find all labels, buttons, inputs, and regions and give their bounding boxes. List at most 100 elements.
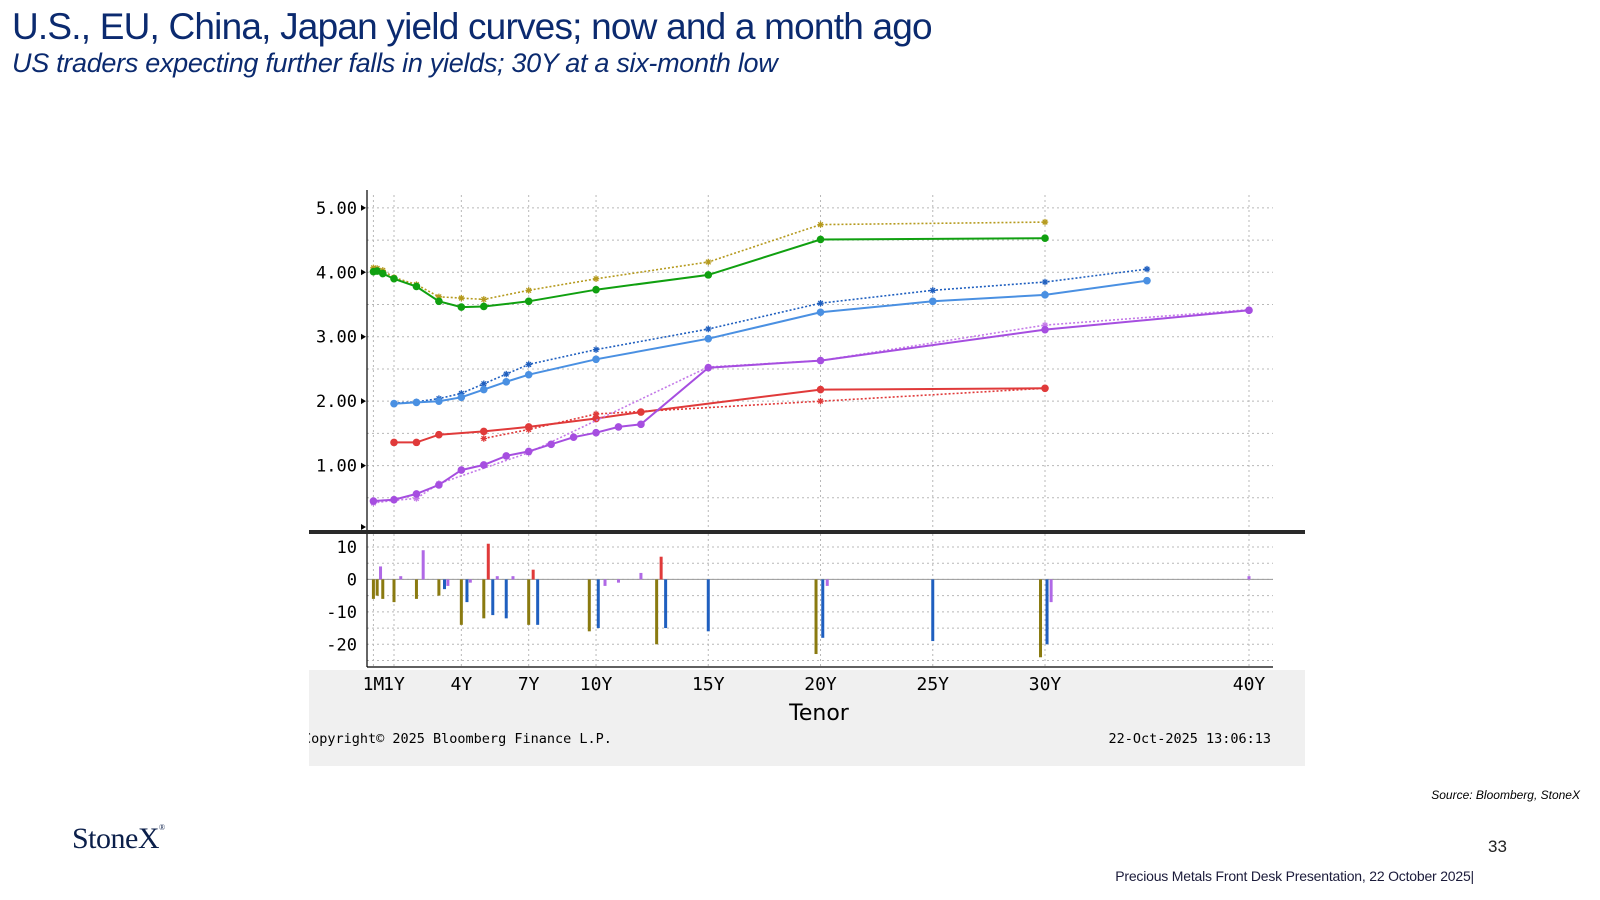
data-point	[569, 433, 578, 442]
data-point	[1041, 384, 1049, 393]
yield-curve-chart: 5.00 4.00 3.00 2.00 1.00 10 0 -10 -20 1M 1Y 4Y 7Y 10Y…	[301, 190, 1305, 766]
x-tick-label: 20Y	[804, 674, 837, 695]
data-point	[592, 428, 600, 437]
y-tick-marker	[361, 398, 366, 405]
x-tick-label: 15Y	[692, 674, 725, 695]
y-tick-label: 5.00	[316, 199, 357, 219]
change-bar	[527, 579, 531, 625]
change-bar	[1045, 579, 1049, 645]
x-tick-label: 4Y	[451, 674, 473, 695]
data-point	[435, 481, 443, 489]
logo-mark: ®	[159, 823, 165, 832]
change-bar	[587, 579, 591, 632]
x-tick-label: 25Y	[917, 674, 950, 695]
data-point	[816, 356, 825, 365]
data-point-star	[592, 410, 600, 418]
data-point	[457, 393, 466, 402]
data-point-star	[705, 325, 712, 333]
y-tick-label: 3.00	[316, 328, 357, 348]
change-bar	[421, 550, 425, 580]
data-point	[1041, 325, 1049, 334]
change-bar	[459, 579, 463, 625]
data-point	[928, 297, 937, 306]
data-point	[412, 490, 421, 498]
data-point	[435, 397, 443, 405]
change-bar	[814, 579, 818, 655]
y-tick-marker	[361, 269, 366, 276]
change-bar	[491, 579, 495, 616]
data-point	[412, 282, 421, 291]
data-point	[704, 271, 713, 279]
data-point-star	[413, 495, 420, 502]
change-bar	[655, 579, 659, 645]
data-point-star	[592, 275, 600, 282]
y-tick-label: -10	[326, 603, 357, 623]
change-bar	[1039, 579, 1043, 658]
data-point	[435, 430, 443, 439]
change-bar	[465, 579, 469, 603]
data-point	[457, 466, 466, 474]
data-point	[457, 303, 466, 311]
data-point-star	[1143, 265, 1151, 273]
change-bar	[603, 579, 607, 586]
y-tick-marker	[361, 204, 366, 211]
data-point-star	[525, 287, 532, 294]
change-bar	[596, 579, 600, 629]
data-point	[479, 385, 488, 394]
change-bar	[825, 579, 829, 586]
change-bar	[482, 579, 486, 619]
data-point	[592, 355, 600, 364]
data-point	[479, 461, 488, 469]
slide-title: U.S., EU, China, Japan yield curves; now…	[12, 6, 933, 47]
change-bar	[931, 579, 935, 642]
data-point	[816, 308, 825, 317]
timestamp-label: 22-Oct-2025 13:06:13	[1108, 731, 1271, 747]
data-point	[502, 378, 511, 386]
data-point	[592, 285, 600, 294]
change-bar	[375, 579, 379, 596]
data-point	[1245, 306, 1253, 315]
change-bar	[639, 572, 643, 580]
panel-divider	[301, 530, 1305, 534]
data-point	[816, 235, 825, 244]
data-point	[524, 447, 533, 456]
change-bar	[379, 566, 383, 580]
change-bar	[1247, 576, 1251, 580]
data-point-star	[1041, 278, 1049, 286]
y-tick-marker	[361, 333, 366, 340]
data-point-star	[480, 296, 487, 303]
change-bar	[443, 579, 447, 590]
page-number: 33	[1488, 837, 1507, 856]
chart-footer-band	[309, 670, 1305, 766]
x-tick-label: 7Y	[518, 674, 540, 695]
slide-subtitle: US traders expecting further falls in yi…	[12, 48, 778, 78]
data-point	[412, 438, 421, 447]
change-bar	[495, 576, 499, 580]
change-bar	[659, 556, 663, 580]
logo-text: StoneX	[72, 822, 160, 855]
data-point-star	[370, 264, 377, 271]
change-bar	[504, 579, 508, 619]
data-point	[412, 398, 421, 407]
data-point	[479, 427, 488, 436]
x-axis-title: Tenor	[788, 701, 850, 726]
data-point	[1041, 234, 1049, 242]
data-point	[547, 440, 555, 449]
data-point	[524, 370, 533, 379]
y-tick-label: 1.00	[316, 457, 357, 477]
data-point	[479, 302, 488, 311]
change-bar	[381, 579, 385, 599]
y-tick-label: 4.00	[316, 263, 357, 283]
data-point	[1041, 291, 1049, 299]
change-bar	[468, 579, 472, 583]
data-point	[1143, 276, 1151, 285]
data-point	[816, 385, 825, 394]
change-bar	[511, 576, 515, 580]
y-tick-label: 2.00	[316, 392, 357, 412]
data-point	[637, 420, 645, 429]
data-point	[704, 334, 713, 343]
x-tick-label: 40Y	[1233, 674, 1266, 695]
data-point	[378, 269, 387, 278]
y-tick-marker	[361, 462, 366, 469]
